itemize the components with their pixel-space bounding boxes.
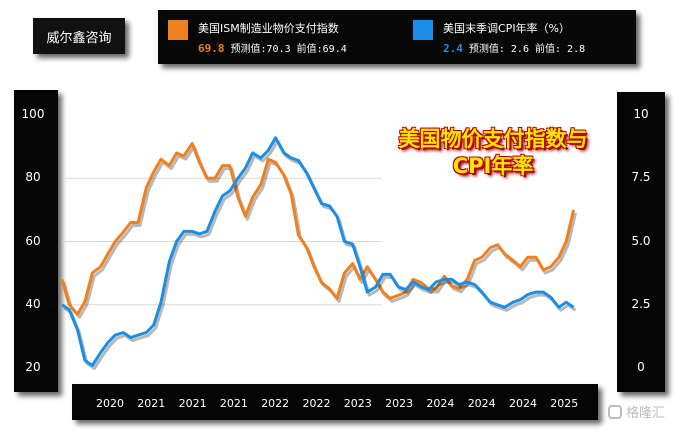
x-tick-label: 2020 — [96, 397, 124, 410]
legend-previous-label-ism: 前值 — [296, 44, 317, 55]
left-axis-panel — [14, 90, 58, 392]
y-right-tick-label: 10 — [633, 107, 649, 121]
y-right-tick-label: 2.5 — [631, 296, 651, 311]
legend-values-cpi: 2.4 预测值: 2.6 前值: 2.8 — [443, 40, 585, 55]
legend-previous-label-cpi: 前值 — [535, 44, 556, 55]
legend-previous-cpi: : 2.8 — [555, 44, 586, 55]
chart-title: 美国物价支付指数与CPI年率 — [398, 127, 588, 178]
legend-name-ism: 美国ISM制造业物价支付指数 — [198, 22, 339, 35]
x-tick-label: 2024 — [467, 397, 496, 410]
y-right-tick-label: 5.0 — [631, 233, 651, 248]
x-tick-label: 2022 — [302, 397, 331, 410]
legend-forecast-cpi: : 2.6 — [498, 44, 529, 55]
y-left-tick-label: 100 — [21, 107, 45, 121]
x-tick-label: 2023 — [343, 397, 372, 410]
series-line-cpi — [61, 136, 575, 367]
watermark-logo-icon — [608, 405, 622, 419]
legend-forecast-ism: :70.3 — [260, 44, 291, 55]
y-left-tick-label: 40 — [25, 296, 41, 311]
legend: 美国ISM制造业物价支付指数 69.8 预测值:70.3 前值:69.4 美国末季… — [158, 10, 636, 64]
x-tick-label: 2024 — [509, 397, 537, 410]
x-tick-label: 2021 — [178, 397, 207, 410]
x-tick-label: 2022 — [261, 397, 290, 410]
legend-previous-ism: :69.4 — [316, 44, 347, 55]
x-tick-label: 2023 — [385, 397, 414, 410]
x-axis-panel — [72, 384, 598, 420]
y-right-tick-label: 7.5 — [631, 170, 651, 185]
legend-forecast-label-cpi: 预测值 — [468, 44, 499, 55]
watermark-text: 格隆汇 — [626, 406, 666, 421]
y-left-tick-label: 20 — [25, 360, 41, 374]
brand-label: 威尔鑫咨询 — [33, 18, 125, 54]
y-left-tick-label: 60 — [25, 233, 41, 248]
series-line-ism — [60, 142, 576, 316]
x-tick-label: 2021 — [137, 397, 166, 410]
legend-current-cpi: 2.4 — [443, 42, 463, 55]
legend-current-ism: 69.8 — [198, 42, 225, 55]
legend-forecast-label-ism: 预测值 — [230, 44, 261, 55]
x-tick-label: 2024 — [426, 397, 455, 410]
legend-name-cpi: 美国末季调CPI年率（%） — [443, 22, 571, 35]
right-axis-panel — [617, 92, 665, 392]
legend-values-ism: 69.8 预测值:70.3 前值:69.4 — [198, 40, 347, 55]
legend-swatch-ism — [168, 20, 188, 40]
x-tick-label: 2025 — [550, 397, 579, 410]
y-right-tick-label: 0 — [637, 360, 645, 374]
legend-swatch-cpi — [413, 20, 433, 40]
y-left-tick-label: 80 — [25, 170, 41, 185]
x-tick-label: 2021 — [219, 397, 248, 410]
